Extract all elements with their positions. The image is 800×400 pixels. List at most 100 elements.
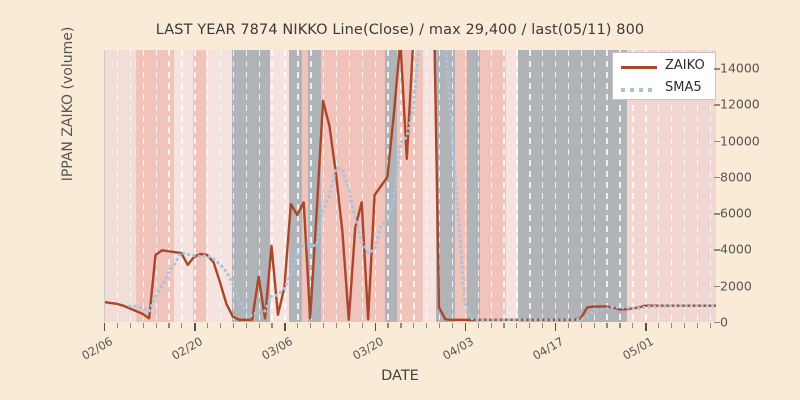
x-tick-minor [129, 323, 131, 328]
legend-item-zaiko[interactable]: ZAIKO [613, 56, 717, 78]
series-layer [104, 50, 716, 322]
x-tick-label: 03/06 [259, 334, 296, 363]
x-tick-minor [709, 323, 711, 328]
y-tick-label: 8000 [720, 169, 752, 185]
x-tick-minor [387, 323, 389, 328]
gridline [438, 50, 441, 322]
x-tick-minor [400, 323, 402, 328]
gridline [567, 50, 570, 322]
background-band [531, 50, 627, 322]
x-tick-label: 03/20 [349, 334, 386, 363]
y-tick-mark [714, 213, 720, 215]
x-tick-minor [323, 323, 325, 328]
gridline [155, 50, 157, 322]
gridline [709, 50, 711, 322]
gridline [207, 50, 209, 322]
x-tick-minor [683, 323, 685, 328]
gridline [219, 50, 222, 322]
background-band [301, 50, 308, 322]
x-tick-minor [142, 323, 144, 328]
gridline [374, 50, 376, 322]
legend-item-sma5[interactable]: SMA5 [613, 78, 717, 100]
x-tick-major [104, 323, 106, 331]
gridline [490, 50, 492, 322]
x-tick-label: 04/17 [530, 334, 566, 363]
x-tick-minor [426, 323, 428, 328]
gridline [683, 50, 686, 322]
x-axis-label: DATE [381, 368, 419, 384]
gridline [426, 50, 428, 322]
y-tick-label: 12000 [720, 96, 760, 112]
chart-legend[interactable]: ZAIKO SMA5 [612, 52, 716, 100]
y-axis-label: IPPAN ZAIKO (volume) [60, 26, 76, 182]
gridline [413, 50, 415, 322]
legend-label: SMA5 [665, 80, 702, 95]
y-tick-mark [714, 249, 720, 251]
gridline [696, 50, 699, 322]
legend-swatch-line-icon [621, 66, 657, 69]
gridline [670, 50, 673, 322]
background-band [231, 50, 270, 322]
x-tick-minor [670, 323, 673, 328]
x-tick-minor [542, 323, 544, 328]
x-tick-minor [310, 323, 312, 328]
gridline [658, 50, 660, 322]
gridline [503, 50, 505, 322]
x-tick-minor [181, 323, 183, 328]
y-tick-label: 10000 [720, 133, 760, 149]
x-tick-label: 05/01 [620, 334, 657, 363]
gridline [516, 50, 518, 322]
gridline [297, 50, 299, 322]
gridline [142, 50, 145, 322]
gridline [529, 50, 531, 322]
x-tick-minor [155, 323, 157, 328]
x-tick-minor [297, 323, 299, 328]
gridline [284, 50, 286, 322]
series-line-sma5 [128, 50, 716, 322]
x-tick-minor [632, 323, 634, 328]
x-tick-minor [232, 323, 235, 328]
x-tick-minor [619, 323, 621, 328]
gridline [580, 50, 583, 322]
x-tick-minor [606, 323, 608, 328]
gridline [400, 50, 402, 322]
x-tick-minor [516, 323, 518, 328]
y-tick-mark [714, 140, 720, 143]
gridline [181, 50, 183, 322]
legend-swatch-dotted-icon [621, 87, 657, 92]
chart-title: LAST YEAR 7874 NIKKO Line(Close) / max 2… [155, 22, 645, 38]
x-tick-minor [658, 323, 660, 328]
gridline [232, 50, 235, 322]
x-tick-minor [168, 323, 170, 328]
x-tick-major [284, 323, 286, 331]
x-tick-minor [696, 323, 698, 328]
x-tick-major [464, 323, 467, 331]
y-tick-label: 2000 [720, 278, 752, 294]
x-tick-minor [361, 323, 363, 328]
gridline [554, 50, 557, 322]
background-band [135, 50, 175, 322]
x-tick-minor [580, 323, 582, 328]
gridline [323, 50, 325, 322]
x-tick-label: 04/03 [440, 334, 476, 363]
x-tick-minor [335, 323, 338, 328]
gridline [194, 50, 196, 322]
gridline [619, 50, 621, 322]
gridline [477, 50, 480, 322]
gridline [245, 50, 248, 322]
legend-label: ZAIKO [665, 58, 705, 73]
gridline [464, 50, 467, 322]
background-band [454, 50, 468, 322]
x-tick-minor [593, 323, 595, 328]
x-tick-major [194, 323, 196, 331]
x-tick-minor [438, 323, 441, 328]
x-tick-minor [207, 323, 209, 328]
y-tick-mark [714, 68, 720, 70]
x-tick-minor [490, 323, 492, 328]
gridline [116, 50, 119, 322]
gridline [632, 50, 634, 322]
background-band [269, 50, 289, 322]
x-tick-minor [477, 323, 479, 328]
gridline [271, 50, 273, 322]
x-tick-minor [116, 323, 119, 328]
